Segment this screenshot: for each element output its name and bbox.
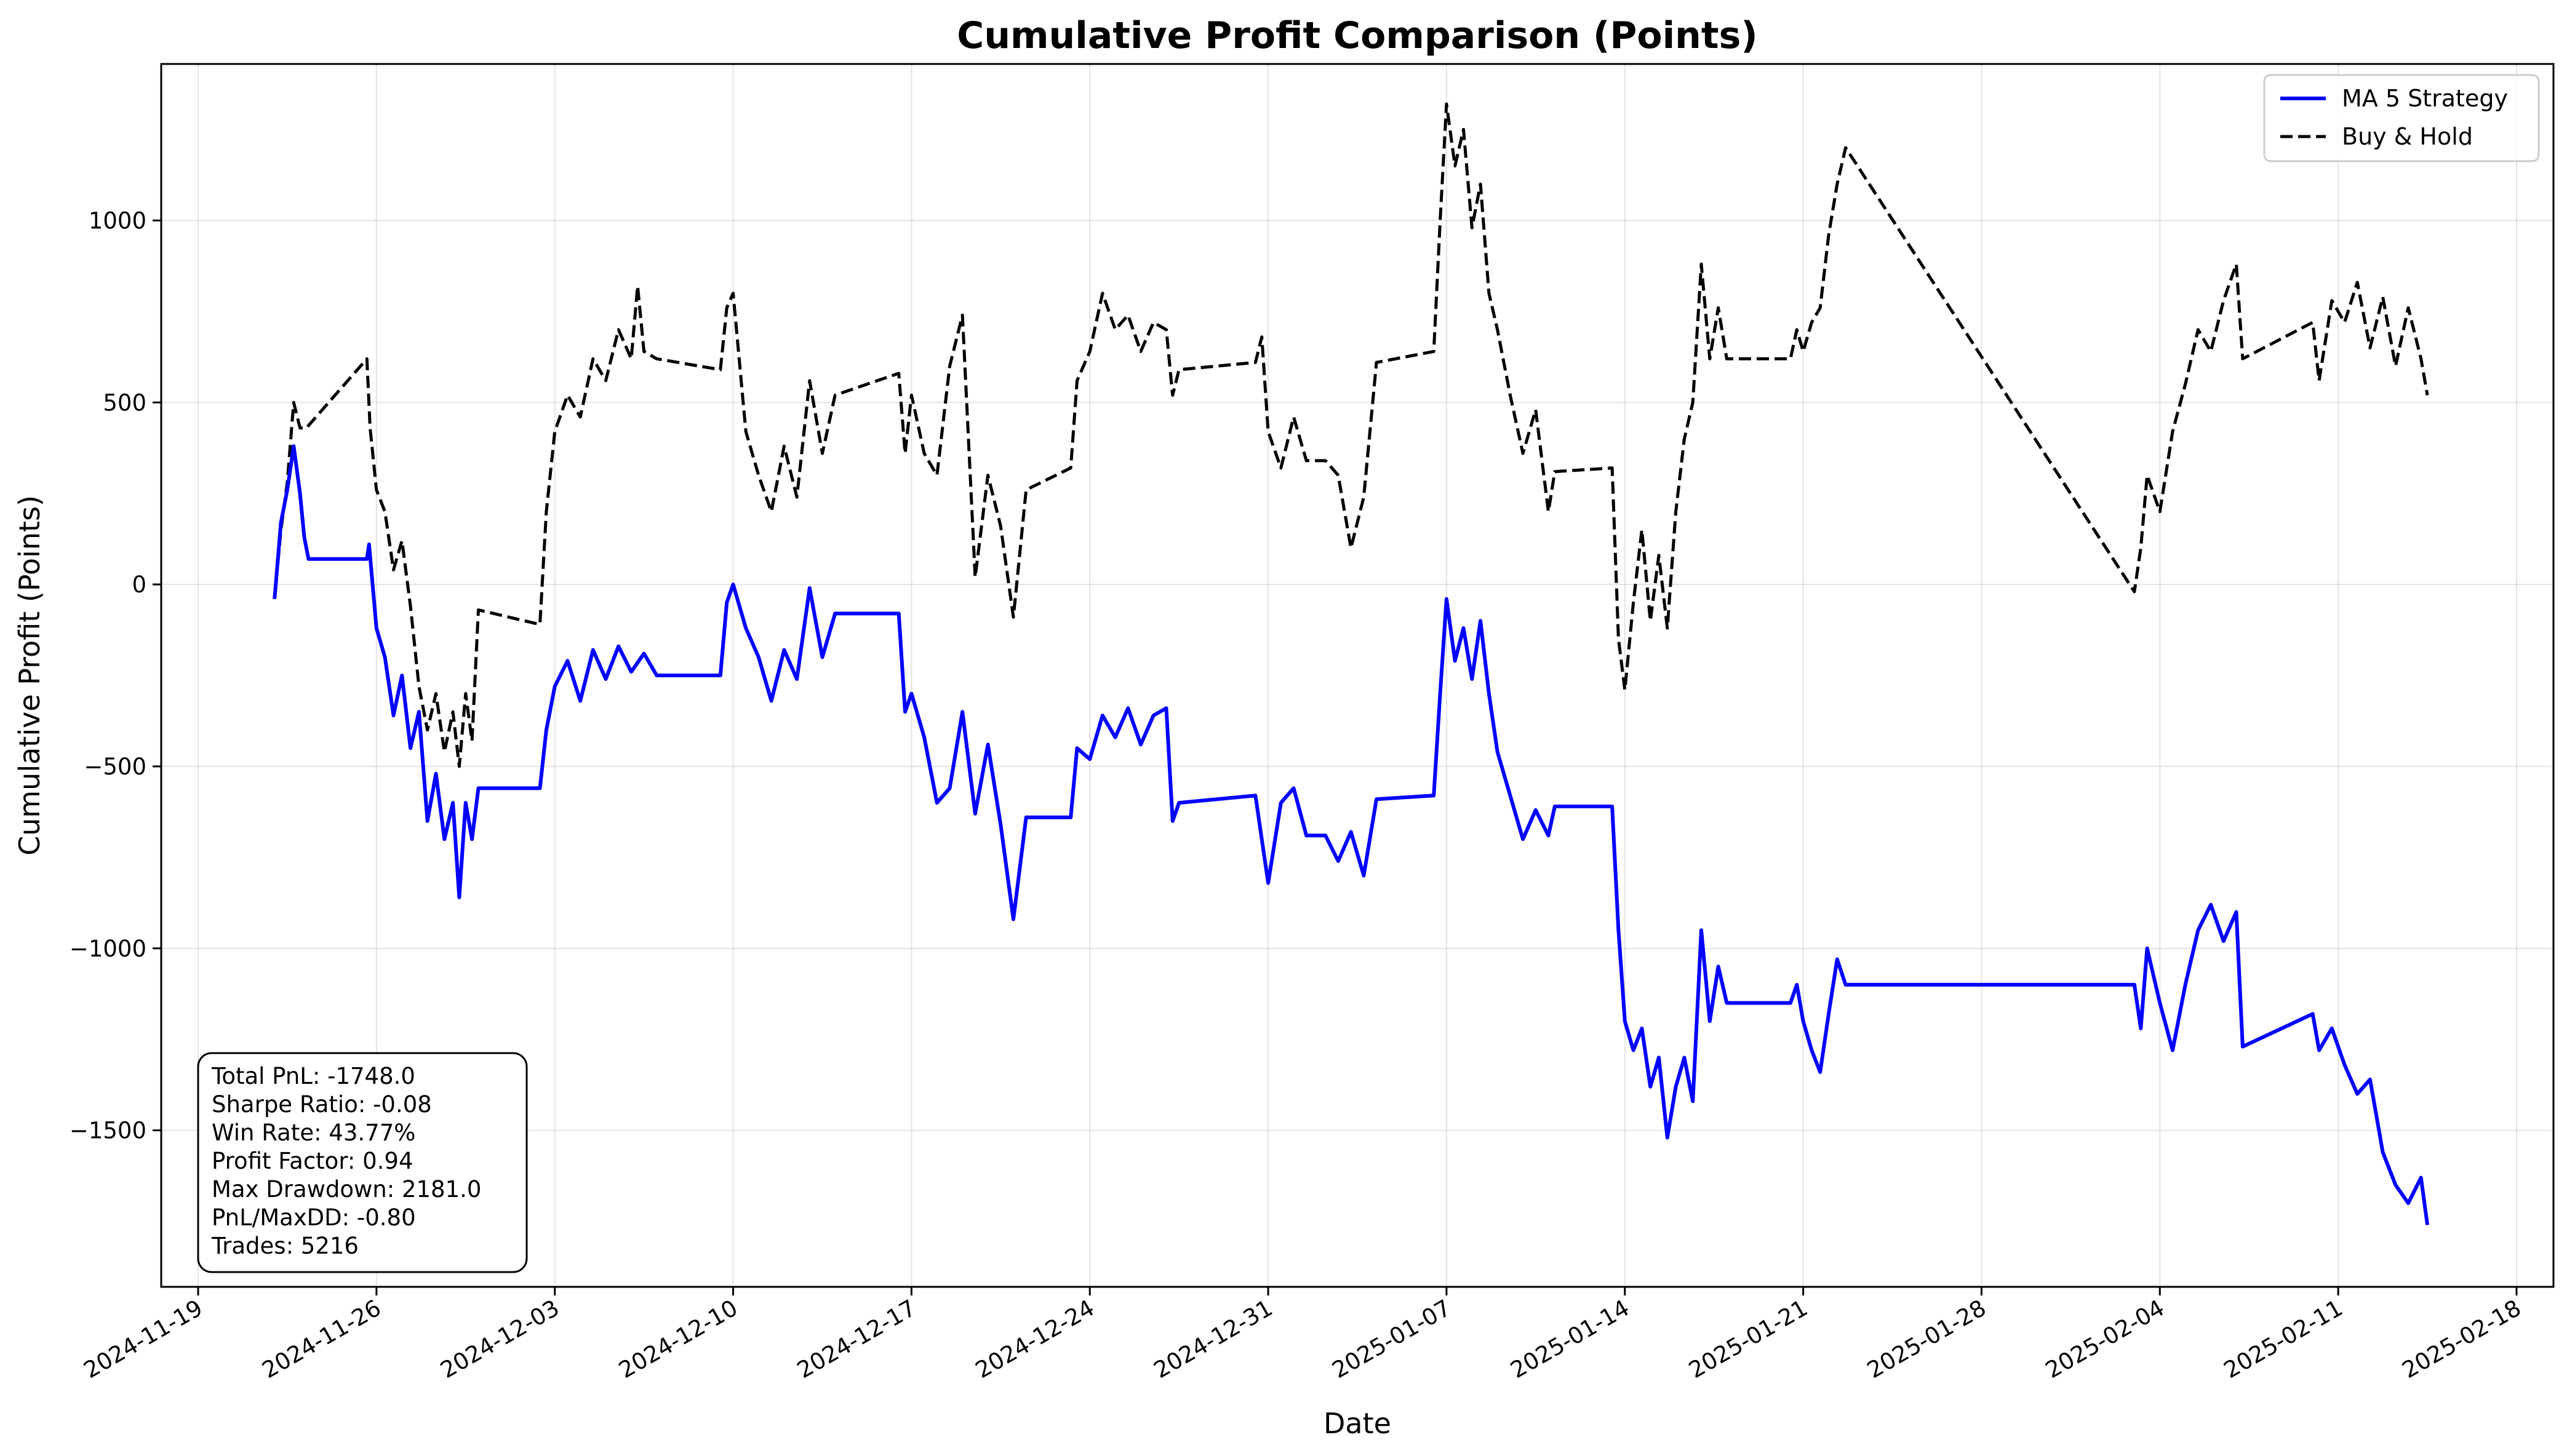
y-tick-label: −1000 <box>70 936 146 962</box>
legend-box <box>2263 74 2540 162</box>
series-line-ma5-strategy <box>273 444 2430 1225</box>
y-axis-label: Cumulative Profit (Points) <box>13 495 46 856</box>
x-axis-label: Date <box>1323 1407 1391 1440</box>
stats-total-pnl: Total PnL: -1748.0 <box>211 1063 415 1089</box>
stats-box: Total PnL: -1748.0 Sharpe Ratio: -0.08 W… <box>197 1052 528 1273</box>
legend: MA 5 Strategy Buy & Hold <box>2263 74 2540 162</box>
y-tick-label: −1500 <box>70 1118 146 1144</box>
stats-max-drawdown: Max Drawdown: 2181.0 <box>212 1176 481 1203</box>
legend-label-ma5-strategy: MA 5 Strategy <box>2342 85 2508 112</box>
stats-trades: Trades: 5216 <box>211 1233 359 1259</box>
stats-profit-factor: Profit Factor: 0.94 <box>212 1148 413 1174</box>
series-layer <box>273 102 2430 1225</box>
plot-frame <box>160 63 2555 1288</box>
stats-box-frame <box>197 1052 528 1273</box>
stats-win-rate: Win Rate: 43.77% <box>212 1120 415 1146</box>
legend-label-buy-and-hold: Buy & Hold <box>2342 123 2473 150</box>
y-tick-label: −500 <box>84 754 146 780</box>
y-tick-label: 1000 <box>89 207 146 234</box>
grid <box>161 64 2553 1287</box>
y-axis-ticks: −1500 −1000 −500 0 500 1000 <box>70 207 161 1144</box>
y-tick-label: 0 <box>132 571 146 598</box>
chart-title: Cumulative Profit Comparison (Points) <box>957 14 1757 57</box>
stats-pnl-maxdd: PnL/MaxDD: -0.80 <box>212 1204 416 1231</box>
stats-sharpe-ratio: Sharpe Ratio: -0.08 <box>212 1091 432 1118</box>
series-line-buy-and-hold <box>273 102 2429 768</box>
y-tick-label: 500 <box>103 389 146 416</box>
